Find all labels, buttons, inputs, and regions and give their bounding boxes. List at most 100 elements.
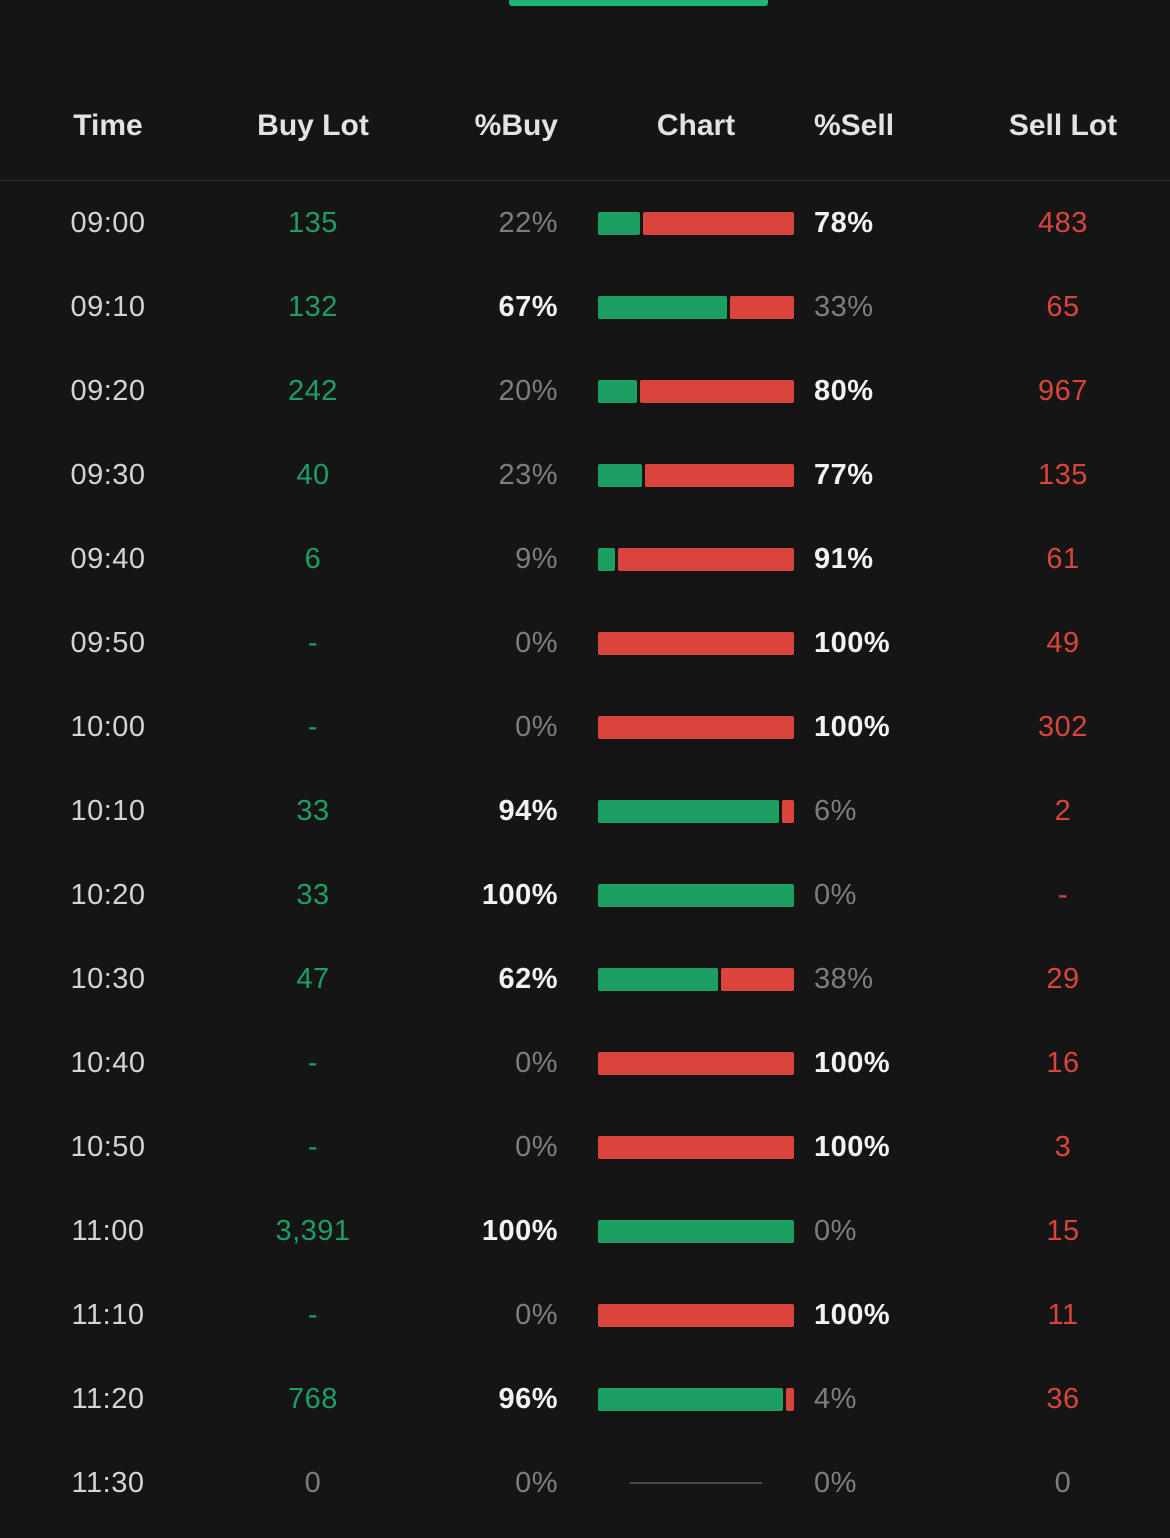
- buy-percent-cell: 0%: [515, 626, 558, 659]
- sell-percent-cell: 4%: [814, 1382, 857, 1415]
- table-row[interactable]: 10:10 33 94% 6% 2: [0, 769, 1170, 853]
- buy-lot-cell: 3,391: [275, 1214, 351, 1247]
- time-cell: 09:30: [70, 458, 146, 491]
- chart-cell: [596, 379, 796, 403]
- time-cell: 09:40: [70, 542, 146, 575]
- sell-bar-segment: [645, 463, 794, 487]
- sell-lot-cell: 29: [1046, 962, 1080, 995]
- sell-lot-cell: 302: [1038, 710, 1088, 743]
- time-cell: 10:50: [70, 1130, 146, 1163]
- chart-cell: [596, 547, 796, 571]
- sell-percent-cell: 100%: [814, 1298, 891, 1331]
- table-body: 09:00 135 22% 78% 483 09:10 132 67% 33% …: [0, 181, 1170, 1525]
- table-row[interactable]: 09:20 242 20% 80% 967: [0, 349, 1170, 433]
- sell-percent-cell: 0%: [814, 1214, 857, 1247]
- buy-lot-cell: -: [307, 710, 319, 743]
- buy-percent-cell: 0%: [515, 710, 558, 743]
- sell-percent-cell: 78%: [814, 206, 874, 239]
- buy-lot-cell: 6: [304, 542, 322, 575]
- buy-bar-segment: [598, 1387, 784, 1411]
- sell-bar-segment: [598, 715, 794, 739]
- chart-cell: [596, 1471, 796, 1495]
- sell-bar-segment: [598, 1135, 794, 1159]
- buy-lot-cell: 40: [296, 458, 330, 491]
- buy-sell-bar: [598, 1051, 794, 1075]
- header-sell-percent: %Sell: [814, 108, 895, 142]
- buy-bar-segment: [598, 547, 616, 571]
- table-row[interactable]: 11:00 3,391 100% 0% 15: [0, 1189, 1170, 1273]
- buy-sell-bar: [598, 379, 794, 403]
- buy-percent-cell: 67%: [498, 290, 558, 323]
- chart-cell: [596, 1135, 796, 1159]
- time-cell: 09:00: [70, 206, 146, 239]
- chart-cell: [596, 295, 796, 319]
- buy-lot-cell: -: [307, 1130, 319, 1163]
- sell-percent-cell: 100%: [814, 626, 891, 659]
- buy-sell-bar: [598, 799, 794, 823]
- sell-percent-cell: 6%: [814, 794, 857, 827]
- table-row[interactable]: 10:40 - 0% 100% 16: [0, 1021, 1170, 1105]
- table-row[interactable]: 10:30 47 62% 38% 29: [0, 937, 1170, 1021]
- chart-cell: [596, 883, 796, 907]
- table-row[interactable]: 11:10 - 0% 100% 11: [0, 1273, 1170, 1357]
- active-tab-indicator[interactable]: [509, 0, 768, 6]
- buy-lot-cell: -: [307, 626, 319, 659]
- sell-percent-cell: 0%: [814, 878, 857, 911]
- sell-lot-cell: 11: [1047, 1298, 1079, 1331]
- chart-cell: [596, 1051, 796, 1075]
- sell-bar-segment: [639, 379, 794, 403]
- chart-cell: [596, 799, 796, 823]
- table-row[interactable]: 09:00 135 22% 78% 483: [0, 181, 1170, 265]
- table-row[interactable]: 11:20 768 96% 4% 36: [0, 1357, 1170, 1441]
- buy-percent-cell: 9%: [515, 542, 558, 575]
- buy-percent-cell: 62%: [498, 962, 558, 995]
- buy-lot-cell: 47: [296, 962, 330, 995]
- table-row[interactable]: 11:30 0 0% 0% 0: [0, 1441, 1170, 1525]
- buy-sell-bar: [598, 295, 794, 319]
- chart-cell: [596, 715, 796, 739]
- sell-percent-cell: 91%: [814, 542, 874, 575]
- sell-percent-cell: 77%: [814, 458, 874, 491]
- sell-lot-cell: 135: [1038, 458, 1088, 491]
- table-row[interactable]: 10:00 - 0% 100% 302: [0, 685, 1170, 769]
- sell-bar-segment: [720, 967, 794, 991]
- sell-lot-cell: 0: [1054, 1466, 1072, 1499]
- sell-percent-cell: 38%: [814, 962, 874, 995]
- buy-sell-bar: [598, 715, 794, 739]
- buy-sell-bar: [598, 883, 794, 907]
- buy-lot-cell: 33: [296, 878, 330, 911]
- table-row[interactable]: 09:50 - 0% 100% 49: [0, 601, 1170, 685]
- time-cell: 10:40: [70, 1046, 146, 1079]
- sell-bar-segment: [598, 631, 794, 655]
- buy-bar-segment: [598, 463, 643, 487]
- chart-cell: [596, 211, 796, 235]
- buy-lot-cell: 132: [288, 290, 338, 323]
- buy-percent-cell: 0%: [515, 1046, 558, 1079]
- sell-percent-cell: 100%: [814, 710, 891, 743]
- table-row[interactable]: 10:50 - 0% 100% 3: [0, 1105, 1170, 1189]
- table-header-row: Time Buy Lot %Buy Chart %Sell Sell Lot: [0, 71, 1170, 181]
- buy-percent-cell: 0%: [515, 1298, 558, 1331]
- time-cell: 10:30: [70, 962, 146, 995]
- buy-percent-cell: 0%: [515, 1130, 558, 1163]
- sell-lot-cell: 483: [1038, 206, 1088, 239]
- sell-percent-cell: 100%: [814, 1130, 891, 1163]
- table-row[interactable]: 09:40 6 9% 91% 61: [0, 517, 1170, 601]
- table-row[interactable]: 09:10 132 67% 33% 65: [0, 265, 1170, 349]
- sell-lot-cell: 3: [1054, 1130, 1072, 1163]
- buy-bar-segment: [598, 211, 641, 235]
- header-sell-lot: Sell Lot: [1008, 108, 1118, 142]
- table-row[interactable]: 09:30 40 23% 77% 135: [0, 433, 1170, 517]
- time-cell: 11:20: [71, 1382, 145, 1415]
- buy-percent-cell: 94%: [498, 794, 558, 827]
- sell-lot-cell: -: [1057, 878, 1069, 911]
- buy-sell-bar: [598, 1219, 794, 1243]
- table-row[interactable]: 10:20 33 100% 0% -: [0, 853, 1170, 937]
- chart-cell: [596, 463, 796, 487]
- header-buy-lot: Buy Lot: [257, 108, 369, 142]
- time-cell: 11:00: [71, 1214, 145, 1247]
- sell-percent-cell: 80%: [814, 374, 874, 407]
- sell-bar-segment: [782, 799, 794, 823]
- time-cell: 10:20: [70, 878, 146, 911]
- sell-lot-cell: 61: [1046, 542, 1080, 575]
